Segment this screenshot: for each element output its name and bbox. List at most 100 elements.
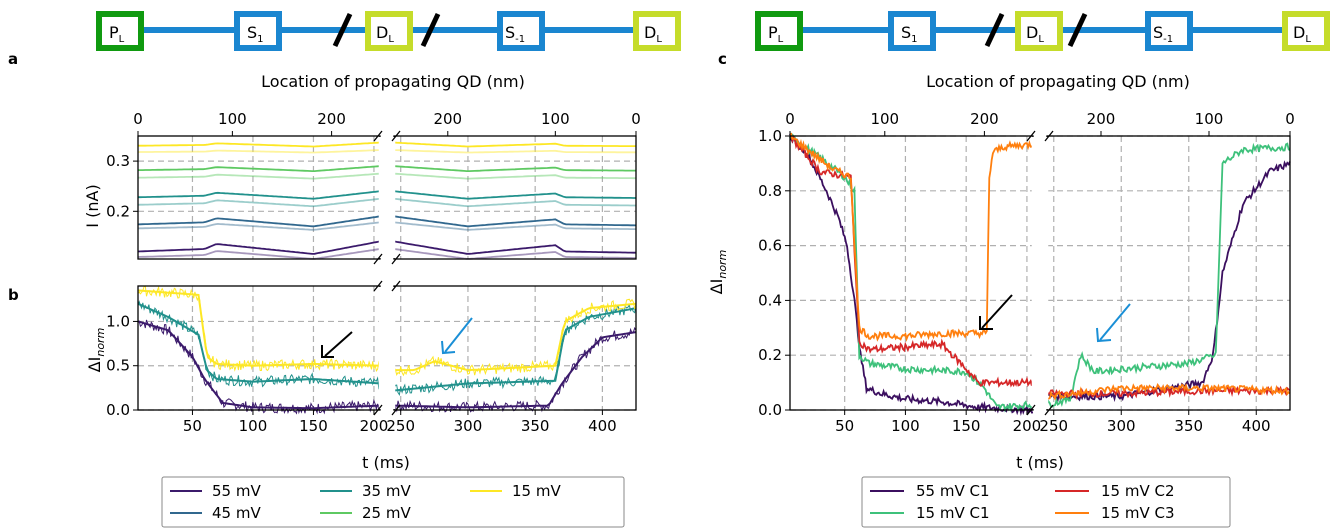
panel-c-top-tick-label: 0 [1285,110,1295,128]
series-line-35-mV [393,190,636,200]
series-line-15-mV-C1 [1046,142,1291,408]
panel-b-frame-left [137,285,381,411]
s1-gate-label: S1 [901,23,918,45]
panel-b-ytick-label: 0.0 [106,401,130,419]
arrow-black [981,294,1013,329]
panel-a-top-tick-label: 200 [433,110,462,128]
legend-label: 15 mV C2 [1101,482,1175,500]
series-line-15-mV [138,141,381,148]
dl1-gate-label: DL [1026,23,1044,45]
legend-label: 15 mV [512,482,561,500]
panel-c-xtick-label: 200 [1013,417,1042,435]
panel-b-xtick-label: 50 [183,417,202,435]
series-line-15-mV-C2 [789,133,1034,388]
panel-c-ytick-label: 0.8 [758,182,782,200]
panel-b-break-mark [391,280,401,292]
panel-a-frame-left [137,135,381,260]
series-line-15-mV [137,149,380,154]
panel-c-break-mark [1026,404,1036,416]
panel-c-break-mark [1044,130,1054,142]
break-mark [1067,12,1088,48]
pl-gate-label: PL [768,23,784,45]
panel-b-ytick-label: 1.0 [106,312,130,330]
sm1-gate-label: S-1 [505,23,525,45]
panel-c-ytick-label: 0.4 [758,291,782,309]
panel-b-break-mark [373,404,383,416]
legend-label: 25 mV [362,504,411,522]
svg-text:ΔInorm: ΔInorm [85,328,107,373]
series-line-15-mV-C3 [1046,382,1291,401]
legend-label: 55 mV C1 [916,482,990,500]
panel-a-break-mark [373,130,383,142]
panel-a-top-tick-label: 100 [218,110,247,128]
x-axis-label-b: t (ms) [362,453,410,472]
series-line-55-mV [137,248,381,260]
arrow-black-head [979,316,993,330]
legend-label: 55 mV [212,482,261,500]
legend-label: 45 mV [212,504,261,522]
top-axis-title-c: Location of propagating QD (nm) [926,72,1190,91]
series-line-15-mV-C3 [789,132,1034,342]
arrow-blue [444,317,473,353]
arrow-blue-head [1096,327,1112,343]
panel-c-xtick-label: 100 [891,417,920,435]
series-line-35-mV [393,307,637,392]
panel-c-xtick-label: 400 [1242,417,1271,435]
series-scatter-15-mV [393,298,637,377]
panel-b-xtick-label: 400 [588,417,617,435]
panel-a-top-tick-label: 0 [631,110,641,128]
break-mark [420,12,441,48]
dl2-gate-box [633,11,681,51]
schematic-left: PL S1 DL S-1 DL [96,11,681,51]
schematic-right: PL S1 DL S-1 DL [755,11,1330,51]
series-line-15-mV [393,141,636,148]
svg-text:ΔInorm: ΔInorm [707,250,729,295]
break-mark [984,12,1005,48]
series-line-25-mV [393,165,636,172]
series-line-45-mV [393,215,637,228]
panel-c-frame-right [1046,135,1291,411]
series-line-55-mV [393,240,636,255]
y-axis-label-a: I (nA) [83,184,102,227]
panel-b-ytick-label: 0.5 [106,357,130,375]
series-line-45-mV [137,215,381,228]
panel-c-top-tick-label: 200 [1087,110,1116,128]
panel-a-break-mark [391,253,401,265]
dl1-gate-label: DL [376,23,394,45]
series-line-35-mV [393,197,636,208]
panel-label-c: c [718,50,727,68]
panel-c-top-tick-label: 100 [1195,110,1224,128]
panel-a-top-tick-label: 0 [133,110,143,128]
panel-c-ytick-label: 0.0 [758,401,782,419]
dl2-gate-label: DL [1293,23,1311,45]
legend-frame [161,476,625,528]
break-mark [332,12,353,48]
dl1-gate-box [365,11,413,51]
dl2-gate-label: DL [644,23,662,45]
panel-b-xtick-label: 300 [454,417,483,435]
series-line-35-mV [137,197,381,208]
panel-c-xtick-label: 250 [1039,417,1068,435]
series-line-25-mV [138,165,381,172]
series-line-25-mV [393,172,636,180]
series-line-15-mV [137,289,381,367]
panel-c-top-tick-label: 200 [970,110,999,128]
series-line-45-mV [137,221,381,231]
sm1-gate-label: S-1 [1153,23,1173,45]
panel-a-top-tick-label: 200 [317,110,346,128]
series-line-35-mV [137,302,381,385]
arrow-black [324,331,353,357]
series-scatter-35-mV [137,300,381,390]
arrow-black-head [321,345,334,358]
panel-c-xtick-label: 300 [1107,417,1136,435]
s1-gate-box [888,11,936,51]
legend-b: 55 mV 45 mV 35 mV 25 mV 15 mV [161,476,625,528]
panel-a-ytick-label: 0.2 [106,202,130,220]
y-axis-label-c: ΔInorm [707,250,729,295]
pl-gate-box [755,11,803,51]
panel-label-a: a [8,50,18,68]
panel-b-xtick-label: 200 [360,417,389,435]
series-line-35-mV [138,190,381,200]
panel-c-xtick-label: 150 [952,417,981,435]
